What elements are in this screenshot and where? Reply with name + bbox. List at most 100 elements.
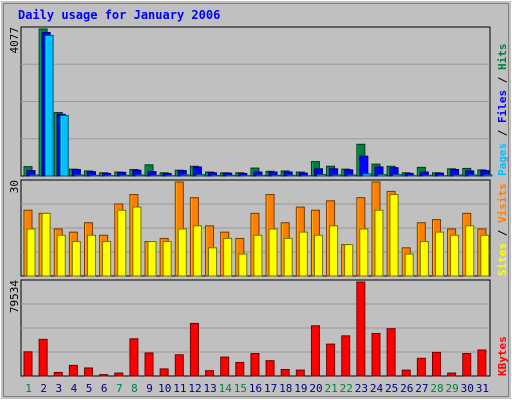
bar-sites-day-19 <box>298 231 308 277</box>
x-tick-label-day-5: 5 <box>86 382 93 395</box>
x-tick-label-day-28: 28 <box>430 382 443 395</box>
outer-bevel-dark <box>3 3 509 397</box>
series-pages <box>29 34 493 177</box>
x-tick-label-day-12: 12 <box>188 382 201 395</box>
bar-kbytes-day-17 <box>265 360 275 377</box>
legend-hits: Hits <box>496 44 509 71</box>
bar-sites-day-21 <box>329 225 339 277</box>
bar-pages-day-17 <box>271 174 281 177</box>
legend-pages: Pages <box>496 143 509 176</box>
x-tick-label-day-21: 21 <box>325 382 338 395</box>
bar-pages-day-1 <box>29 174 39 177</box>
bar-kbytes-day-30 <box>462 353 472 377</box>
bar-pages-day-9 <box>150 174 160 177</box>
x-tick-label-day-24: 24 <box>370 382 384 395</box>
bar-kbytes-day-15 <box>235 361 245 377</box>
bar-sites-day-2 <box>41 212 51 277</box>
panel-max-label: 4077 <box>8 27 21 54</box>
bar-pages-day-7 <box>120 174 130 177</box>
bar-kbytes-day-27 <box>416 357 426 377</box>
x-tick-label-day-22: 22 <box>340 382 353 395</box>
bar-kbytes-day-11 <box>174 354 184 377</box>
bar-pages-day-14 <box>226 174 236 177</box>
x-tick-label-day-1: 1 <box>25 382 32 395</box>
bar-pages-day-25 <box>392 174 402 177</box>
bar-kbytes-day-19 <box>295 369 305 377</box>
bar-kbytes-day-18 <box>280 368 290 377</box>
bar-sites-day-7 <box>117 209 127 277</box>
bar-sites-day-17 <box>268 228 278 277</box>
x-tick-label-day-27: 27 <box>415 382 428 395</box>
bar-kbytes-day-16 <box>250 353 260 377</box>
x-tick-label-day-31: 31 <box>476 382 489 395</box>
legend-separator: / <box>496 123 509 143</box>
bar-kbytes-day-12 <box>189 322 199 377</box>
bar-kbytes-day-24 <box>371 332 381 377</box>
bar-sites-day-9 <box>147 241 157 277</box>
bar-sites-day-30 <box>465 225 475 277</box>
bar-sites-day-1 <box>26 228 36 277</box>
bar-pages-day-16 <box>256 174 266 177</box>
bar-sites-day-10 <box>162 241 172 277</box>
panel-series-legend: Sites / Visits <box>496 183 509 276</box>
x-tick-label-day-6: 6 <box>101 382 108 395</box>
panel-max-label: 79534 <box>8 280 21 313</box>
bar-pages-day-29 <box>453 174 463 177</box>
bar-sites-day-15 <box>238 253 248 277</box>
x-tick-label-day-19: 19 <box>294 382 307 395</box>
bar-kbytes-day-9 <box>144 352 154 377</box>
bar-sites-day-31 <box>480 234 490 277</box>
x-tick-label-day-17: 17 <box>264 382 277 395</box>
panel-max-label: 30 <box>8 180 21 193</box>
panel-kbytes: 79534 KBytes <box>8 279 509 377</box>
bar-sites-day-12 <box>192 225 202 277</box>
legend-kbytes: KBytes <box>496 336 509 376</box>
legend-visits: Visits <box>496 183 509 223</box>
x-tick-label-day-11: 11 <box>173 382 186 395</box>
bar-kbytes-day-10 <box>159 368 169 377</box>
bar-sites-day-29 <box>450 234 460 277</box>
bar-pages-day-2 <box>44 34 54 177</box>
bar-sites-day-13 <box>208 247 218 277</box>
legend-files: Files <box>496 90 509 123</box>
bar-kbytes-day-2 <box>38 338 48 377</box>
bar-pages-day-20 <box>316 174 326 177</box>
bar-kbytes-day-21 <box>326 343 336 377</box>
bar-sites-day-8 <box>132 206 142 277</box>
bar-pages-day-30 <box>468 174 478 177</box>
bar-sites-day-22 <box>344 244 354 277</box>
bar-kbytes-day-7 <box>114 372 124 377</box>
x-tick-label-day-9: 9 <box>146 382 153 395</box>
x-tick-label-day-13: 13 <box>203 382 216 395</box>
bar-pages-day-3 <box>59 114 69 177</box>
bar-kbytes-day-23 <box>356 281 366 377</box>
bar-sites-day-4 <box>71 241 81 277</box>
bar-pages-day-5 <box>90 174 100 177</box>
bar-pages-day-21 <box>332 174 342 177</box>
bar-pages-day-11 <box>180 174 190 177</box>
x-tick-label-day-29: 29 <box>446 382 459 395</box>
bar-kbytes-day-28 <box>431 351 441 377</box>
bar-pages-day-22 <box>347 174 357 177</box>
bar-sites-day-23 <box>359 228 369 277</box>
bar-pages-day-24 <box>377 174 387 177</box>
bar-pages-day-8 <box>135 174 145 177</box>
x-tick-label-day-10: 10 <box>158 382 171 395</box>
legend-sites: Sites <box>496 243 509 276</box>
x-tick-label-day-15: 15 <box>234 382 247 395</box>
x-axis-labels: 1 2 3 4 5 6 7 8 9 10 11 12 13 14 15 16 17 18 19 20 21 22 23 24 2… <box>25 382 489 395</box>
bar-sites-day-27 <box>419 241 429 277</box>
bar-sites-day-5 <box>87 234 97 277</box>
bar-pages-day-31 <box>483 174 493 177</box>
x-tick-label-day-25: 25 <box>385 382 398 395</box>
bar-kbytes-day-8 <box>129 338 139 377</box>
series-sites <box>26 194 490 277</box>
bar-kbytes-day-13 <box>205 370 215 377</box>
x-tick-label-day-18: 18 <box>279 382 292 395</box>
panel-visits-sites: 30 Sites / Visits <box>8 179 509 277</box>
x-tick-label-day-16: 16 <box>249 382 262 395</box>
bar-sites-day-16 <box>253 234 263 277</box>
bar-sites-day-6 <box>102 241 112 277</box>
bar-pages-day-23 <box>362 173 372 177</box>
chart-title: Daily usage for January 2006 <box>18 8 220 22</box>
